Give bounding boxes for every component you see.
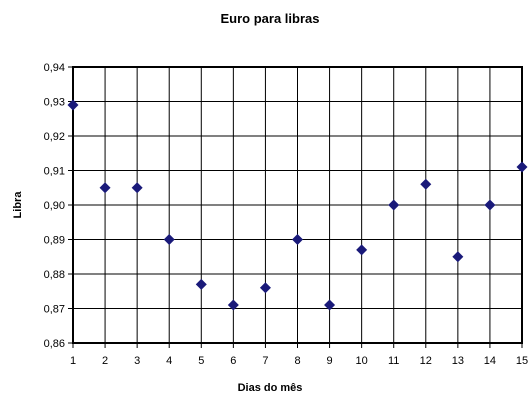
x-tick-label: 1: [70, 355, 76, 367]
data-point: [163, 234, 175, 245]
data-point: [420, 178, 432, 190]
x-tick-label: 4: [166, 355, 172, 367]
x-axis-ticks: 1 2 3 4 5 6 7 8 9 10 11 12 13 14 15: [70, 343, 528, 367]
y-tick-label: 0,86: [44, 338, 65, 350]
x-tick-label: 8: [294, 355, 300, 367]
data-point: [388, 199, 400, 211]
data-point: [99, 182, 111, 194]
x-tick-label: 9: [327, 355, 333, 367]
data-point: [195, 278, 207, 290]
y-tick-label: 0,90: [44, 200, 65, 212]
data-point: [131, 182, 143, 194]
x-tick-label: 3: [134, 355, 140, 367]
x-tick-label: 14: [484, 355, 496, 367]
y-tick-label: 0,94: [44, 62, 65, 74]
data-point: [259, 282, 271, 294]
y-tick-label: 0,91: [44, 166, 65, 178]
chart-title: Euro para libras: [221, 11, 320, 26]
data-point: [516, 161, 528, 173]
data-point: [356, 244, 368, 256]
x-tick-label: 6: [230, 355, 236, 367]
data-point: [292, 234, 303, 245]
x-axis-label: Dias do mês: [238, 382, 303, 394]
y-axis-ticks: 0,86 0,87 0,88 0,89 0,90 0,91 0,92 0,93 0,94: [44, 62, 73, 350]
data-point: [324, 299, 336, 311]
data-point: [227, 299, 239, 311]
data-point: [67, 99, 79, 111]
y-tick-label: 0,93: [44, 97, 65, 109]
x-tick-label: 7: [262, 355, 268, 367]
y-axis-label: Libra: [12, 191, 24, 219]
x-tick-label: 2: [102, 355, 108, 367]
gridlines: [72, 66, 523, 344]
y-tick-label: 0,89: [44, 235, 65, 247]
y-tick-label: 0,88: [44, 269, 65, 281]
x-tick-label: 12: [420, 355, 432, 367]
x-tick-label: 10: [356, 355, 368, 367]
data-points: [67, 99, 528, 311]
data-point: [452, 251, 464, 263]
x-tick-label: 11: [388, 355, 399, 367]
data-point: [484, 199, 496, 211]
y-tick-label: 0,87: [44, 304, 65, 316]
x-tick-label: 15: [516, 355, 528, 367]
x-tick-label: 13: [452, 355, 464, 367]
y-tick-label: 0,92: [44, 131, 65, 143]
x-tick-label: 5: [198, 355, 204, 367]
